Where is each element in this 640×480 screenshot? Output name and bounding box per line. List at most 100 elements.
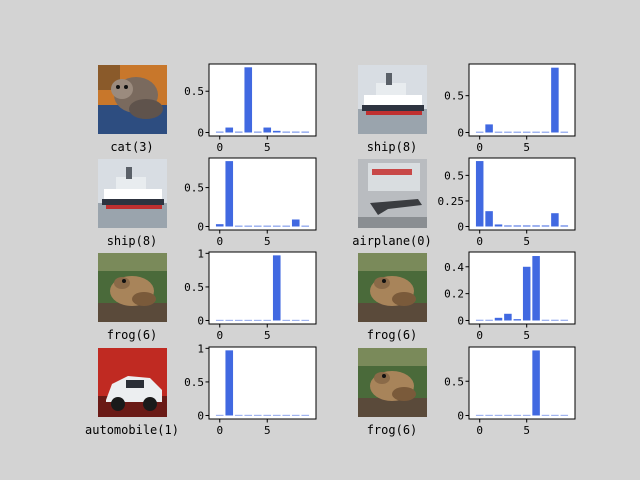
- bar-class-2: [494, 131, 503, 133]
- bar-class-3: [504, 414, 512, 416]
- bar-class-5: [522, 414, 531, 416]
- x-tick-label: 0: [216, 141, 223, 154]
- bar-class-4: [513, 225, 522, 227]
- x-tick-label: 0: [216, 235, 223, 248]
- cat-thumbnail: [98, 65, 167, 134]
- bar-class-5: [522, 131, 531, 133]
- y-tick-label: 0: [457, 127, 464, 140]
- bar-class-0: [475, 131, 484, 133]
- bar-class-7: [541, 131, 550, 133]
- bar-class-5: [263, 319, 272, 321]
- bar-class-8: [291, 131, 300, 133]
- bar-class-0: [475, 161, 484, 227]
- bar-class-1: [225, 319, 234, 321]
- bar-class-9: [301, 414, 310, 416]
- bar-class-7: [541, 225, 550, 227]
- x-tick-label: 5: [523, 424, 530, 437]
- bar-class-2: [234, 414, 243, 416]
- bar-class-1: [225, 161, 234, 227]
- x-tick-label: 0: [476, 235, 483, 248]
- bar-class-8: [291, 414, 300, 416]
- axes-frame: [208, 157, 317, 231]
- axes-background: [469, 252, 575, 324]
- bar-class-4: [253, 131, 262, 133]
- frog-thumbnail: [98, 253, 167, 322]
- y-tick-label: 0: [457, 315, 464, 328]
- bar-class-0: [215, 319, 224, 321]
- bar-class-5: [263, 414, 272, 416]
- bar-class-8: [551, 213, 559, 227]
- y-tick-label: 0.5: [184, 376, 204, 389]
- x-tick-label: 0: [476, 424, 483, 437]
- bar-class-6: [532, 256, 540, 321]
- x-tick-label: 0: [476, 329, 483, 342]
- x-tick-label: 5: [264, 424, 271, 437]
- bar-class-2: [234, 131, 243, 133]
- y-tick-label: 1: [197, 342, 204, 355]
- prediction-panel: ship(8) 0 0.5 0 5: [358, 63, 576, 154]
- bar-class-9: [560, 319, 569, 321]
- axes-background: [469, 64, 575, 136]
- prediction-panel: frog(6) 0 0.5 1 0 5: [98, 247, 317, 342]
- bar-class-6: [272, 255, 281, 321]
- bar-class-7: [541, 319, 550, 321]
- bar-class-3: [244, 67, 253, 133]
- bar-class-4: [253, 319, 262, 321]
- image-caption: frog(6): [367, 423, 418, 437]
- bar-class-7: [282, 225, 291, 227]
- bar-class-2: [234, 225, 243, 227]
- y-tick-label: 0.5: [184, 182, 204, 195]
- y-tick-label: 1: [197, 247, 204, 260]
- prediction-panel: frog(6) 0 0.5 0 5: [358, 346, 576, 437]
- x-tick-label: 5: [264, 141, 271, 154]
- ship-thumbnail: [358, 65, 427, 134]
- x-tick-label: 0: [216, 329, 223, 342]
- x-tick-label: 5: [523, 329, 530, 342]
- bar-class-3: [504, 225, 512, 227]
- bar-class-8: [291, 219, 300, 227]
- y-tick-label: 0.2: [444, 288, 464, 301]
- bar-class-3: [504, 131, 512, 133]
- bar-class-0: [215, 131, 224, 133]
- bar-class-0: [475, 414, 484, 416]
- bar-class-2: [494, 414, 503, 416]
- frog-thumbnail: [358, 348, 427, 417]
- y-tick-label: 0.5: [444, 90, 464, 103]
- axes-frame: [468, 63, 576, 137]
- bar-class-3: [244, 414, 253, 416]
- bar-class-1: [485, 124, 493, 133]
- bar-class-9: [560, 414, 569, 416]
- prediction-panel: airplane(0) 0 0.25 0.5 0 5: [352, 157, 576, 248]
- axes-frame: [208, 63, 317, 137]
- bar-class-4: [253, 225, 262, 227]
- bar-class-9: [301, 225, 310, 227]
- bar-class-8: [551, 67, 559, 133]
- bar-class-9: [560, 225, 569, 227]
- prediction-panel: ship(8) 0 0.5 0 5: [98, 157, 317, 248]
- bar-class-6: [272, 130, 281, 133]
- image-caption: ship(8): [107, 234, 158, 248]
- bar-class-6: [532, 225, 540, 227]
- axes-background: [469, 347, 575, 419]
- bar-class-6: [532, 350, 540, 416]
- bar-class-1: [485, 414, 493, 416]
- image-caption: airplane(0): [352, 234, 431, 248]
- bar-class-7: [282, 414, 291, 416]
- image-caption: frog(6): [107, 328, 158, 342]
- bar-class-3: [244, 319, 253, 321]
- airplane-thumbnail: [358, 159, 427, 228]
- axes-frame: [468, 251, 576, 325]
- bar-class-9: [301, 319, 310, 321]
- y-tick-label: 0: [197, 315, 204, 328]
- bar-class-7: [282, 319, 291, 321]
- prediction-panel: cat(3) 0 0.5 0 5: [98, 63, 317, 154]
- axes-frame: [208, 251, 317, 325]
- bar-class-4: [253, 414, 262, 416]
- bar-class-0: [215, 414, 224, 416]
- axes-background: [209, 347, 316, 419]
- bar-class-0: [475, 319, 484, 321]
- axes-frame: [468, 157, 576, 231]
- bar-class-6: [272, 414, 281, 416]
- bar-class-5: [522, 266, 531, 321]
